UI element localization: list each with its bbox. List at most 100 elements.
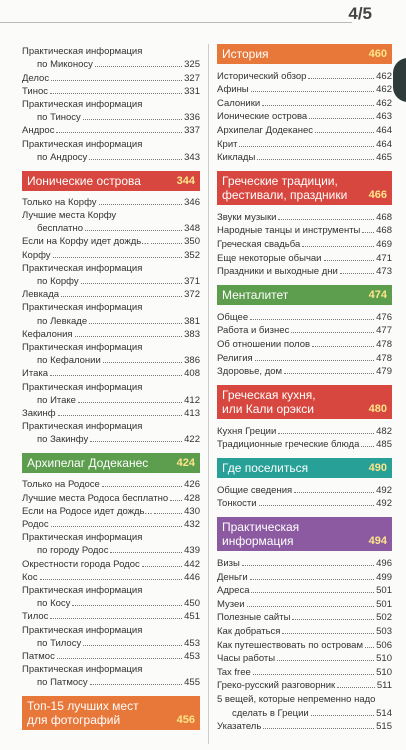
- entry-text: Левкада: [22, 289, 60, 301]
- entry-text: Практическая информация: [22, 664, 143, 676]
- entry-page: 496: [376, 558, 392, 570]
- entry-text: Крит: [217, 138, 238, 150]
- entry-page: 446: [184, 571, 200, 583]
- toc-entry: Греко-русский разговорник 511: [217, 678, 392, 691]
- entry-text: Как путешествовать по островам: [217, 639, 363, 651]
- entry-text: Тилос: [22, 611, 49, 623]
- dot-leader: [72, 605, 183, 607]
- section-title: Практическая информация: [222, 520, 369, 548]
- toc-entry: Практическая информация: [22, 530, 200, 543]
- entry-text: Тонкости: [217, 498, 257, 510]
- toc-entry: по Миконосу 325: [22, 57, 200, 70]
- entry-text: Tax free: [217, 666, 251, 678]
- entry-page: 450: [184, 598, 200, 610]
- toc-entry: Здоровье, дом 479: [217, 364, 392, 378]
- entry-page: 515: [376, 721, 392, 733]
- toc-entry: Деньги 499: [217, 569, 392, 583]
- entry-text: Практическая информация: [22, 584, 143, 596]
- section-page: 424: [176, 457, 195, 470]
- dot-leader: [89, 158, 183, 160]
- toc-entry: Об отношении полов 478: [217, 336, 392, 350]
- dot-leader: [365, 646, 375, 648]
- dot-leader: [278, 218, 375, 220]
- section-title: Архипелаг Додеканес: [27, 456, 177, 470]
- dot-leader: [74, 335, 183, 337]
- toc-entry: Корфу 352: [22, 247, 200, 261]
- section-page: 456: [176, 714, 195, 727]
- toc-entry: Общие сведения 492: [217, 482, 392, 496]
- toc-group: Менталитет 474 Общее 476 Работа и бизнес 477 О…: [217, 285, 392, 377]
- dot-leader: [292, 619, 375, 621]
- dot-leader: [277, 660, 375, 662]
- dot-leader: [82, 119, 183, 121]
- entry-text: Кухня Греции: [217, 425, 277, 437]
- dot-leader: [56, 132, 183, 134]
- section-title-line: Менталитет: [222, 288, 289, 303]
- entry-text: Звуки музыки: [217, 211, 277, 223]
- toc-entry: Практическая информация: [22, 340, 200, 353]
- section-header: Менталитет 474: [217, 285, 392, 306]
- toc-group: Где поселиться 490 Общие сведения 492 Тонкос…: [217, 458, 392, 509]
- entry-text: Корфу: [22, 249, 51, 261]
- dot-leader: [249, 578, 375, 580]
- entry-page: 464: [376, 138, 392, 150]
- entry-page: 464: [376, 124, 392, 136]
- toc-entry: Крит 464: [217, 136, 392, 150]
- dot-leader: [263, 728, 375, 730]
- entry-page: 478: [376, 338, 392, 350]
- entry-text: по Закинфу: [37, 434, 89, 446]
- toc-entry: Греческая свадьба 469: [217, 236, 392, 250]
- section-header: Греческая кухня, или Кали орэкси 480: [217, 385, 392, 420]
- entry-page: 482: [376, 425, 392, 437]
- toc-entry: Как путешествовать по островам 506: [217, 637, 392, 651]
- dot-leader: [151, 243, 183, 245]
- entry-page: 462: [376, 97, 392, 109]
- dot-leader: [258, 505, 375, 507]
- toc-group: История 460 Исторический обзор 462 Афины 462 С…: [217, 44, 392, 163]
- toc-entry: по Патмосу 455: [22, 675, 200, 688]
- section-title: Греческая кухня, или Кали орэкси: [222, 388, 369, 416]
- entry-page: 463: [376, 111, 392, 123]
- toc-entry: по Кефалонии 386: [22, 353, 200, 366]
- dot-leader: [282, 633, 375, 635]
- dot-leader: [49, 92, 183, 94]
- dot-leader: [101, 486, 183, 488]
- dot-leader: [80, 283, 183, 284]
- toc-entry: Практическая информация: [22, 97, 200, 110]
- entry-page: 413: [184, 407, 200, 419]
- toc-entry: Общее 476: [217, 309, 392, 323]
- toc-entry: Звуки музыки 468: [217, 209, 392, 223]
- toc-entry: Салоники 462: [217, 95, 392, 109]
- entry-text: Практическая информация: [22, 46, 143, 58]
- entry-text: Практическая информация: [22, 421, 143, 433]
- dot-leader: [246, 605, 375, 607]
- column: История 460 Исторический обзор 462 Афины 462 С…: [217, 44, 392, 732]
- dot-leader: [61, 296, 183, 298]
- toc-entry: Только на Корфу 346: [22, 195, 200, 208]
- entry-page: 477: [376, 325, 392, 337]
- toc-entry: Киклады 465: [217, 150, 392, 163]
- toc-entry: по Левкаде 381: [22, 313, 200, 327]
- entry-text: Народные танцы и инструменты: [217, 225, 361, 237]
- entry-text: Указатель: [217, 721, 262, 733]
- section-page: 344: [176, 174, 195, 187]
- entry-text: Адреса: [217, 585, 250, 597]
- toc-entry: Практическая информация: [22, 419, 200, 432]
- entry-text: Родос: [22, 519, 49, 530]
- entry-text: Деньги: [217, 571, 248, 583]
- entry-text: Закинф: [22, 407, 56, 419]
- section-title-line: информация: [222, 534, 294, 549]
- entry-page: 462: [376, 70, 392, 82]
- entry-text: Практическая информация: [22, 381, 143, 393]
- dot-leader: [98, 203, 183, 205]
- toc-entry: Адреса 501: [217, 583, 392, 597]
- toc-entry: Кос 446: [22, 570, 200, 583]
- entry-text: Тинос: [22, 85, 48, 97]
- entry-text: Андрос: [22, 125, 55, 137]
- entry-page: 501: [376, 598, 392, 610]
- entry-page: 412: [184, 394, 200, 406]
- entry-page: 479: [376, 366, 392, 378]
- entry-page: 492: [376, 498, 392, 510]
- toc-entry: Практическая информация: [22, 583, 200, 596]
- dot-leader: [284, 373, 375, 375]
